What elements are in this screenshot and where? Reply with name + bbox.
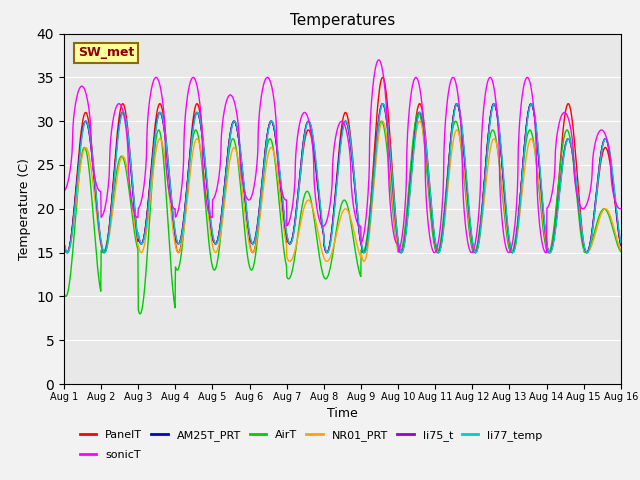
Line: AM25T_PRT: AM25T_PRT: [64, 104, 621, 252]
PanelT: [60, 240, 68, 246]
li75_t: [617, 242, 625, 248]
sonicT: [552, 148, 559, 154]
Line: PanelT: PanelT: [64, 77, 621, 252]
Line: AirT: AirT: [64, 112, 621, 314]
PanelT: [551, 221, 559, 227]
Title: Temperatures: Temperatures: [290, 13, 395, 28]
li75_t: [551, 228, 559, 233]
AM25T_PRT: [60, 241, 68, 247]
AM25T_PRT: [551, 228, 559, 233]
PanelT: [170, 224, 178, 230]
PanelT: [429, 223, 437, 229]
li77_temp: [184, 175, 192, 180]
NR01_PRT: [170, 236, 178, 242]
AirT: [429, 238, 437, 243]
li75_t: [60, 241, 68, 247]
sonicT: [617, 206, 625, 212]
Text: SW_met: SW_met: [78, 47, 134, 60]
AirT: [502, 229, 510, 235]
li75_t: [502, 203, 509, 209]
AirT: [415, 109, 422, 115]
AM25T_PRT: [170, 225, 178, 231]
Line: NR01_PRT: NR01_PRT: [64, 121, 621, 261]
AirT: [171, 302, 179, 308]
Y-axis label: Temperature (C): Temperature (C): [18, 158, 31, 260]
NR01_PRT: [617, 247, 625, 252]
AirT: [617, 249, 625, 254]
NR01_PRT: [429, 229, 437, 235]
li77_temp: [429, 221, 437, 227]
li77_temp: [552, 228, 559, 234]
AM25T_PRT: [429, 221, 436, 227]
li75_t: [184, 174, 191, 180]
li77_temp: [60, 239, 68, 244]
AirT: [552, 212, 559, 217]
sonicT: [542, 250, 550, 255]
Line: sonicT: sonicT: [64, 60, 621, 252]
sonicT: [184, 91, 191, 97]
li77_temp: [502, 202, 509, 208]
li77_temp: [617, 240, 625, 246]
Legend: sonicT: sonicT: [75, 446, 145, 465]
PanelT: [184, 174, 191, 180]
li75_t: [170, 225, 178, 231]
PanelT: [617, 243, 625, 249]
li75_t: [246, 235, 254, 241]
li75_t: [583, 250, 591, 255]
NR01_PRT: [502, 221, 510, 227]
AirT: [136, 311, 144, 317]
li75_t: [527, 101, 535, 107]
PanelT: [379, 74, 387, 80]
li77_temp: [100, 250, 108, 255]
sonicT: [60, 188, 68, 194]
sonicT: [375, 57, 383, 63]
NR01_PRT: [184, 192, 191, 198]
PanelT: [246, 244, 254, 250]
AM25T_PRT: [246, 235, 254, 241]
NR01_PRT: [416, 119, 424, 124]
AM25T_PRT: [184, 174, 191, 180]
sonicT: [246, 196, 254, 202]
NR01_PRT: [60, 243, 68, 249]
AM25T_PRT: [527, 101, 535, 107]
AM25T_PRT: [502, 203, 509, 209]
sonicT: [429, 249, 437, 254]
NR01_PRT: [286, 258, 294, 264]
Line: li77_temp: li77_temp: [64, 104, 621, 252]
AirT: [246, 266, 254, 272]
li75_t: [429, 221, 436, 227]
Line: li75_t: li75_t: [64, 104, 621, 252]
AM25T_PRT: [617, 242, 625, 248]
PanelT: [502, 207, 509, 213]
NR01_PRT: [246, 245, 254, 251]
PanelT: [583, 250, 591, 255]
AirT: [184, 177, 192, 183]
AirT: [60, 290, 68, 296]
NR01_PRT: [552, 225, 559, 230]
X-axis label: Time: Time: [327, 407, 358, 420]
sonicT: [502, 244, 509, 250]
li77_temp: [246, 235, 254, 241]
AM25T_PRT: [583, 250, 591, 255]
sonicT: [170, 206, 178, 212]
li77_temp: [527, 101, 535, 107]
li77_temp: [171, 225, 179, 230]
